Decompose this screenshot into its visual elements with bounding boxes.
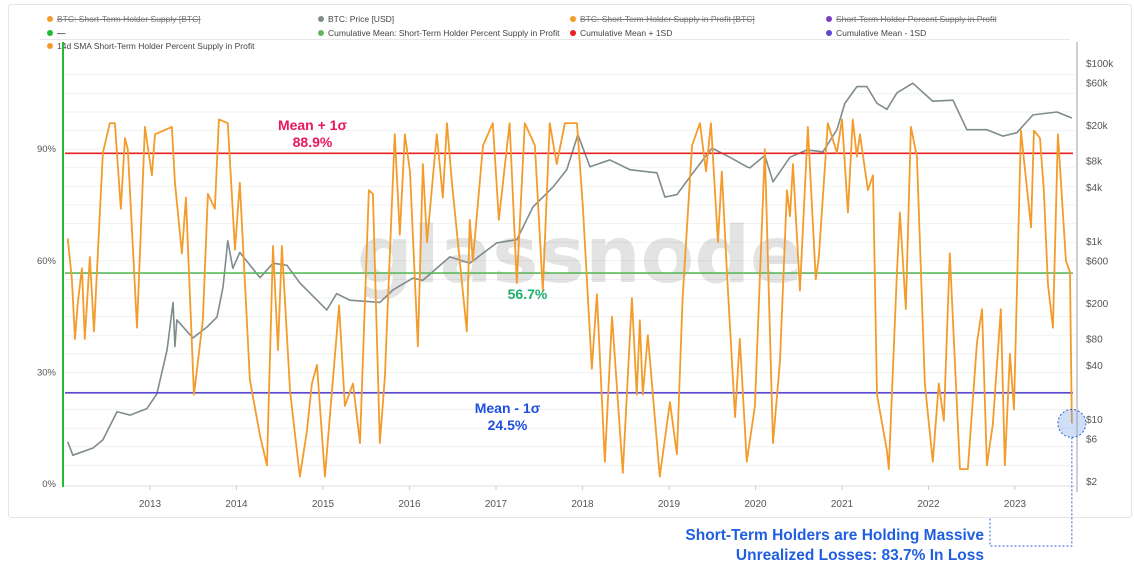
x-tick-label: 2016 [398,499,421,510]
legend-label: BTC: Short-Term Holder Supply [BTC] [57,14,201,24]
callout-line-1: Short-Term Holders are Holding Massive [685,527,984,544]
y-right-tick-label: $80 [1086,334,1103,345]
legend-item[interactable]: BTC: Price [USD] [318,14,394,24]
y-left-tick-label: 30% [37,367,57,378]
y-right-tick-label: $6 [1086,435,1098,446]
x-tick-label: 2017 [485,499,508,510]
legend-dot-icon [47,16,53,22]
x-tick-label: 2018 [571,499,594,510]
y-right-tick-label: $40 [1086,361,1103,372]
y-right-tick-label: $100k [1086,59,1114,70]
y-right-tick-label: $2 [1086,477,1098,488]
x-tick-label: 2015 [312,499,335,510]
mean-minus-title: Mean - 1σ [474,400,541,416]
legend-label: — [57,28,66,38]
legend-item[interactable]: Cumulative Mean: Short-Term Holder Perce… [318,28,559,38]
x-tick-label: 2022 [917,499,940,510]
mean-plus-value: 88.9% [292,134,333,150]
mean-minus-annotation: Mean - 1σ 24.5% [445,400,570,434]
mean-annotation: 56.7% [480,286,575,303]
legend-item[interactable]: BTC: Short-Term Holder Supply [BTC] [47,14,201,24]
legend-label: BTC: Price [USD] [328,14,395,24]
mean-value: 56.7% [507,286,548,302]
legend-dot-icon [318,30,324,36]
callout-leader-line [989,437,1073,547]
legend-label: Cumulative Mean - 1SD [836,28,927,38]
mean-minus-value: 24.5% [487,417,528,433]
legend-dot-icon [318,16,324,22]
legend-dot-icon [826,30,832,36]
x-tick-label: 2020 [744,499,767,510]
legend-dot-icon [826,16,832,22]
legend-item[interactable]: Cumulative Mean - 1SD [826,28,926,38]
x-tick-label: 2019 [658,499,681,510]
y-right-tick-label: $20k [1086,121,1109,132]
x-tick-label: 2013 [139,499,162,510]
mean-plus-title: Mean + 1σ [277,117,348,133]
legend-item[interactable]: Cumulative Mean + 1SD [570,28,672,38]
x-tick-label: 2023 [1004,499,1027,510]
callout-text: Short-Term Holders are Holding Massive U… [685,526,984,566]
legend-item[interactable]: — [47,28,66,38]
highlight-circle [1057,408,1087,438]
y-left-tick-label: 60% [37,256,57,267]
y-right-tick-label: $1k [1086,237,1103,248]
legend-dot-icon [570,16,576,22]
legend-label: Cumulative Mean + 1SD [580,28,673,38]
legend-label: Cumulative Mean: Short-Term Holder Perce… [328,28,560,38]
legend-item[interactable]: BTC: Short-Term Holder Supply in Profit … [570,14,755,24]
y-right-tick-label: $8k [1086,156,1103,167]
legend-divider [40,39,1070,40]
x-tick-label: 2021 [831,499,854,510]
legend-dot-icon [47,43,53,49]
legend-label: 14d SMA Short-Term Holder Percent Supply… [57,41,255,51]
sma-percent-supply-line [66,118,1073,478]
callout-line-2: Unrealized Losses: 83.7% In Loss [735,547,984,564]
y-left-tick-label: 0% [42,479,56,490]
y-right-tick-label: $10 [1086,415,1103,426]
chart-frame [8,4,1132,518]
legend-item[interactable]: 14d SMA Short-Term Holder Percent Supply… [47,41,254,51]
legend-dot-icon [47,30,53,36]
y-left-tick-label: 90% [37,144,57,155]
y-right-tick-label: $200 [1086,299,1109,310]
legend-label: BTC: Short-Term Holder Supply in Profit … [580,14,755,24]
legend-dot-icon [570,30,576,36]
price-line [67,82,1073,456]
mean-plus-annotation: Mean + 1σ 88.9% [250,117,375,151]
y-right-tick-label: $600 [1086,257,1109,268]
legend-label: Short-Term Holder Percent Supply in Prof… [836,14,997,24]
y-right-tick-label: $4k [1086,183,1103,194]
watermark: glassnode [357,211,803,301]
y-right-tick-label: $60k [1086,79,1109,90]
x-tick-label: 2014 [225,499,248,510]
legend-item[interactable]: Short-Term Holder Percent Supply in Prof… [826,14,997,24]
